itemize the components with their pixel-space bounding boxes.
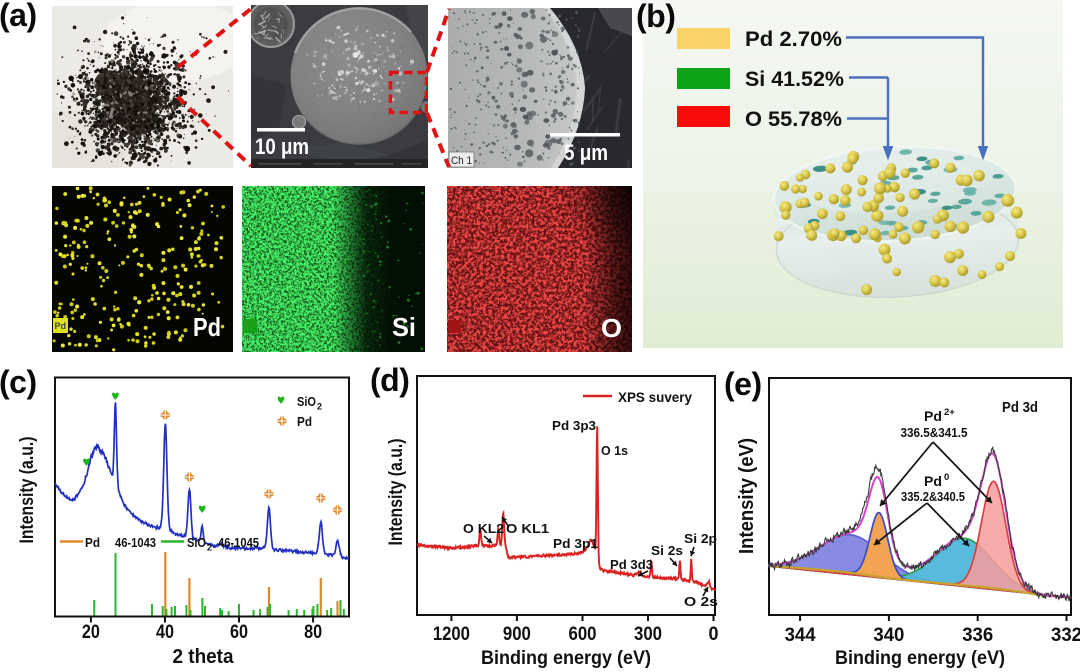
svg-text:Intensity (a.u.): Intensity (a.u.) bbox=[386, 439, 407, 546]
svg-text:900: 900 bbox=[503, 624, 531, 645]
svg-text:80: 80 bbox=[304, 622, 322, 643]
svg-text:344: 344 bbox=[785, 625, 816, 646]
svg-text:O KL2: O KL2 bbox=[463, 521, 504, 536]
svg-text:Pd: Pd bbox=[924, 408, 942, 424]
svg-text:2: 2 bbox=[317, 402, 322, 412]
svg-text:O KL1: O KL1 bbox=[506, 521, 549, 536]
svg-text:Pd: Pd bbox=[85, 535, 100, 550]
svg-text:46-1043: 46-1043 bbox=[115, 535, 156, 550]
svg-text:Pd 2.70%: Pd 2.70% bbox=[745, 28, 842, 51]
svg-text:1200: 1200 bbox=[433, 624, 470, 645]
svg-text:20: 20 bbox=[82, 622, 100, 643]
svg-text:2 theta: 2 theta bbox=[173, 646, 235, 668]
svg-text:Pd: Pd bbox=[193, 312, 221, 342]
svg-text:O 55.78%: O 55.78% bbox=[745, 108, 842, 131]
svg-text:40: 40 bbox=[156, 622, 174, 643]
svg-text:60: 60 bbox=[230, 622, 248, 643]
svg-text:0: 0 bbox=[709, 624, 719, 645]
svg-text:46-1045: 46-1045 bbox=[218, 535, 259, 550]
svg-text:Si 41.52%: Si 41.52% bbox=[745, 68, 844, 91]
svg-text:Pd: Pd bbox=[924, 473, 942, 489]
svg-text:10 μm: 10 μm bbox=[255, 134, 309, 159]
svg-text:Pd 3d3: Pd 3d3 bbox=[610, 557, 653, 572]
svg-text:Intensity (eV): Intensity (eV) bbox=[736, 438, 758, 554]
svg-text:Pd: Pd bbox=[297, 414, 312, 429]
svg-text:Si 2p: Si 2p bbox=[684, 531, 717, 546]
svg-text:XPS suvery: XPS suvery bbox=[618, 389, 692, 405]
svg-text:0: 0 bbox=[944, 472, 949, 483]
svg-text:2: 2 bbox=[207, 543, 212, 553]
svg-text:Pd 3p3: Pd 3p3 bbox=[552, 418, 596, 433]
svg-text:Ch 1: Ch 1 bbox=[451, 155, 472, 167]
svg-text:O: O bbox=[601, 313, 622, 343]
svg-text:SiO: SiO bbox=[297, 394, 316, 409]
svg-text:Intensity (a.u.): Intensity (a.u.) bbox=[17, 437, 38, 544]
svg-text:Pd 3p1: Pd 3p1 bbox=[553, 536, 598, 551]
svg-text:600: 600 bbox=[569, 624, 597, 645]
svg-text:O 2s: O 2s bbox=[684, 594, 718, 609]
svg-text:340: 340 bbox=[873, 625, 904, 646]
svg-text:O 1s: O 1s bbox=[601, 443, 628, 458]
svg-text:2+: 2+ bbox=[944, 407, 955, 418]
svg-text:300: 300 bbox=[634, 624, 662, 645]
svg-text:335.2&340.5: 335.2&340.5 bbox=[901, 489, 965, 504]
svg-text:5 μm: 5 μm bbox=[564, 140, 608, 165]
svg-text:SiO: SiO bbox=[187, 535, 206, 550]
svg-text:Pd 3d: Pd 3d bbox=[1002, 399, 1038, 416]
svg-text:Pd: Pd bbox=[55, 321, 67, 331]
svg-text:Si: Si bbox=[392, 312, 416, 342]
svg-text:Binding energy (eV): Binding energy (eV) bbox=[835, 648, 1005, 669]
svg-text:336.5&341.5: 336.5&341.5 bbox=[901, 425, 968, 440]
svg-text:332: 332 bbox=[1051, 625, 1080, 646]
svg-text:Si 2s: Si 2s bbox=[651, 543, 683, 558]
svg-text:336: 336 bbox=[962, 625, 993, 646]
svg-text:Binding energy (eV): Binding energy (eV) bbox=[481, 648, 651, 669]
